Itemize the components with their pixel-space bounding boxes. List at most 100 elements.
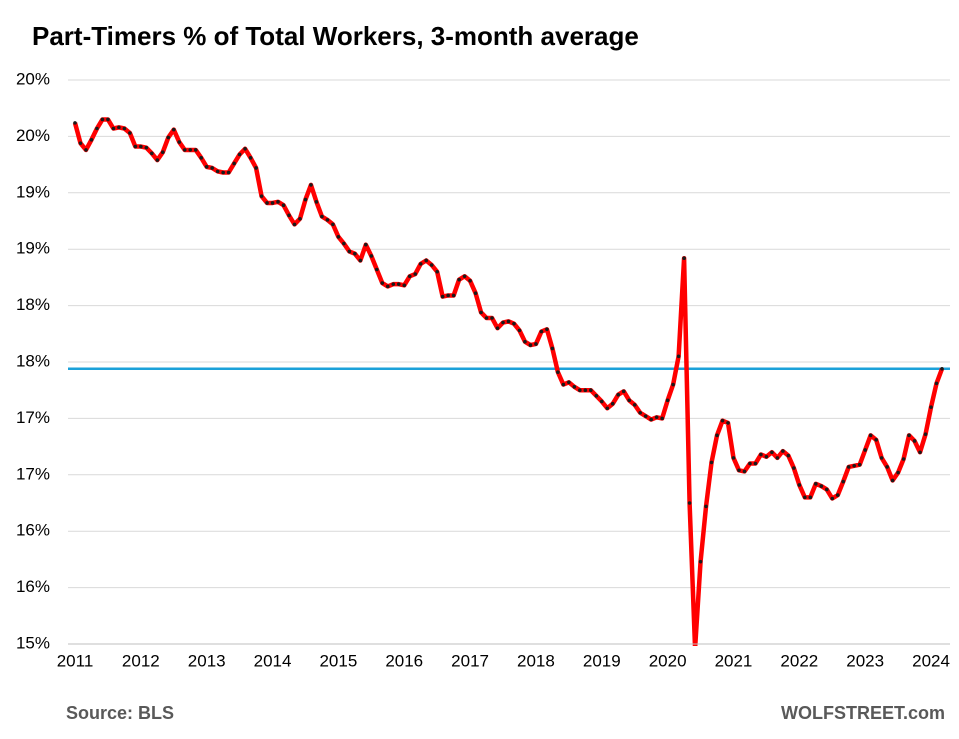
data-point bbox=[506, 319, 511, 324]
data-point bbox=[610, 401, 615, 406]
data-point bbox=[786, 453, 791, 458]
data-point bbox=[150, 151, 154, 156]
data-point bbox=[353, 251, 357, 256]
data-point bbox=[835, 493, 840, 497]
data-point bbox=[583, 388, 588, 393]
x-tick-label: 2021 bbox=[715, 651, 753, 670]
y-tick-label: 19% bbox=[16, 182, 50, 201]
data-point bbox=[358, 258, 363, 263]
data-point bbox=[572, 385, 577, 389]
data-point bbox=[215, 169, 220, 174]
data-point bbox=[567, 380, 571, 385]
x-tick-label: 2015 bbox=[319, 651, 357, 670]
x-tick-label: 2019 bbox=[583, 651, 621, 670]
data-point bbox=[128, 131, 132, 135]
data-point bbox=[671, 382, 675, 387]
data-point bbox=[704, 504, 708, 509]
data-point bbox=[221, 170, 225, 175]
data-point bbox=[144, 145, 149, 150]
data-point bbox=[605, 406, 610, 411]
data-point bbox=[292, 222, 297, 227]
data-point bbox=[813, 482, 818, 486]
x-tick-label: 2022 bbox=[780, 651, 818, 670]
data-point bbox=[418, 262, 423, 266]
data-point bbox=[923, 432, 928, 436]
data-point bbox=[797, 483, 802, 487]
data-point bbox=[654, 415, 659, 420]
data-point bbox=[413, 272, 418, 276]
data-point bbox=[446, 293, 450, 298]
data-point bbox=[182, 148, 187, 152]
data-point bbox=[171, 127, 176, 132]
y-tick-label: 18% bbox=[16, 351, 50, 370]
data-point bbox=[309, 183, 313, 187]
data-point bbox=[676, 354, 681, 359]
y-tick-label: 16% bbox=[16, 577, 50, 596]
x-tick-label: 2011 bbox=[57, 651, 94, 670]
data-point bbox=[748, 461, 752, 466]
data-point bbox=[95, 126, 99, 131]
data-point bbox=[188, 148, 193, 152]
data-point bbox=[512, 321, 516, 326]
data-point bbox=[934, 381, 939, 386]
data-point bbox=[627, 398, 632, 403]
data-point bbox=[764, 454, 769, 459]
data-point bbox=[561, 382, 566, 387]
data-point bbox=[325, 218, 330, 222]
data-point bbox=[830, 496, 835, 501]
x-tick-label: 2020 bbox=[649, 651, 687, 670]
data-point bbox=[89, 137, 94, 142]
data-point bbox=[803, 495, 807, 500]
x-tick-label: 2013 bbox=[188, 651, 226, 670]
data-point bbox=[775, 456, 780, 460]
data-point bbox=[177, 140, 182, 144]
data-point bbox=[874, 438, 878, 442]
data-point bbox=[665, 398, 670, 403]
data-point bbox=[133, 144, 138, 149]
data-point bbox=[698, 559, 703, 564]
data-point bbox=[638, 410, 642, 415]
data-point bbox=[407, 274, 412, 279]
data-line bbox=[72, 117, 945, 646]
data-point bbox=[473, 291, 478, 295]
y-tick-label: 17% bbox=[16, 408, 50, 427]
data-point bbox=[693, 647, 697, 651]
grid bbox=[68, 79, 950, 645]
data-point bbox=[589, 388, 593, 393]
plot-area bbox=[72, 117, 945, 651]
data-point bbox=[929, 405, 933, 409]
data-point bbox=[396, 282, 401, 286]
data-point bbox=[539, 329, 544, 334]
data-point bbox=[808, 495, 813, 500]
data-point bbox=[342, 241, 346, 246]
credit: WOLFSTREET.com bbox=[781, 703, 945, 723]
data-point bbox=[402, 283, 407, 288]
x-tick-label: 2016 bbox=[385, 651, 423, 670]
data-point bbox=[550, 346, 555, 351]
data-point bbox=[709, 460, 714, 465]
y-tick-label: 20% bbox=[16, 126, 50, 145]
data-point bbox=[84, 148, 88, 152]
data-point bbox=[385, 284, 390, 289]
data-point bbox=[78, 141, 83, 145]
data-point bbox=[824, 487, 829, 492]
data-point bbox=[331, 222, 335, 227]
data-point bbox=[621, 389, 626, 394]
data-point bbox=[484, 316, 489, 320]
data-point bbox=[517, 328, 522, 333]
data-point bbox=[336, 234, 341, 239]
data-point bbox=[106, 117, 110, 122]
data-point bbox=[248, 156, 253, 160]
data-point bbox=[375, 267, 379, 272]
data-point bbox=[868, 433, 873, 438]
data-point bbox=[907, 433, 911, 438]
data-point bbox=[199, 156, 204, 160]
data-point bbox=[682, 256, 686, 261]
y-tick-label: 19% bbox=[16, 239, 50, 258]
data-point bbox=[287, 213, 291, 218]
data-point bbox=[391, 282, 396, 286]
data-point bbox=[193, 148, 198, 152]
data-point bbox=[846, 465, 851, 469]
data-point bbox=[457, 277, 461, 282]
